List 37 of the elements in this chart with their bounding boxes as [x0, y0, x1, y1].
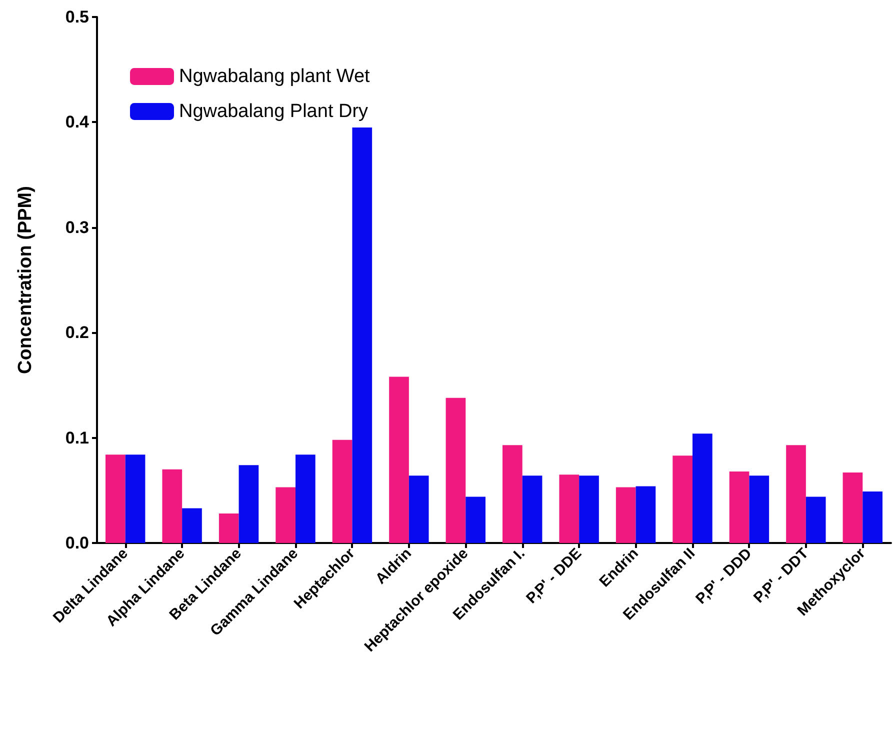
bar [616, 487, 636, 543]
y-tick-label: 0.5 [65, 8, 89, 26]
y-tick-label: 0.3 [65, 218, 89, 237]
bar [579, 476, 599, 543]
bar [408, 476, 429, 543]
bar [559, 474, 580, 543]
bar [729, 471, 750, 543]
legend-label: Ngwabalang Plant Dry [179, 101, 369, 122]
bar [218, 514, 239, 543]
bar [125, 454, 146, 543]
y-tick-label: 0.0 [65, 534, 89, 552]
bar [786, 445, 806, 543]
bar [806, 496, 826, 543]
bar [636, 486, 656, 543]
bar [749, 476, 770, 543]
bar [842, 472, 863, 543]
bar [522, 476, 542, 543]
bar [162, 469, 182, 543]
bar [296, 454, 316, 543]
y-tick-label: 0.2 [65, 323, 89, 342]
legend-label: Ngwabalang plant Wet [179, 66, 371, 87]
bar [466, 496, 486, 543]
bar [672, 456, 692, 543]
bar [446, 398, 466, 543]
y-axis-title: Concentration (PPM) [15, 186, 36, 374]
bar [692, 434, 712, 543]
bar [106, 454, 126, 543]
bar [332, 440, 352, 543]
y-tick-label: 0.1 [65, 428, 89, 448]
bar [862, 491, 882, 543]
bar [182, 508, 202, 543]
bar [276, 487, 296, 543]
bar [238, 465, 259, 543]
bar [389, 376, 409, 543]
bar [352, 127, 372, 543]
y-tick-label: 0.4 [65, 112, 90, 132]
bar [502, 445, 522, 543]
